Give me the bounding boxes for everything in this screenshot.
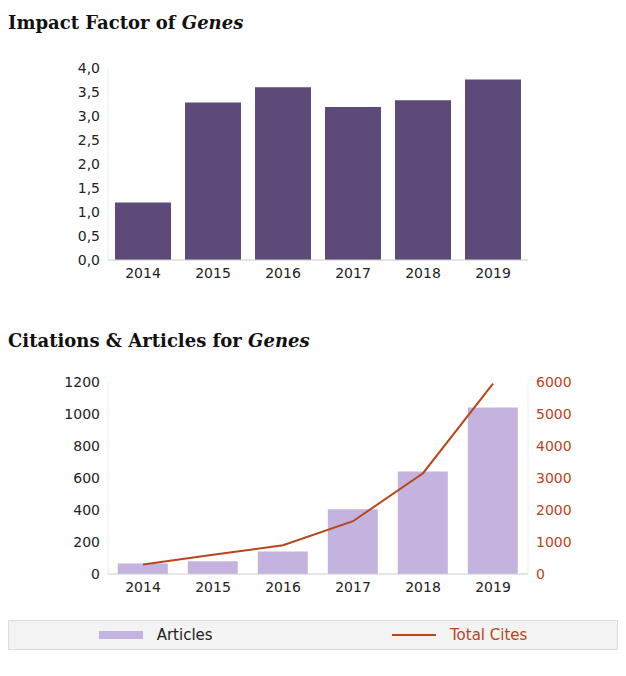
html-text:Total Cites: Total Cites	[450, 626, 528, 644]
svg-text:2018: 2018	[405, 265, 441, 281]
svg-text:2018: 2018	[405, 579, 441, 595]
svg-text:2000: 2000	[536, 502, 572, 518]
svg-text:2014: 2014	[125, 265, 161, 281]
svg-text:3,5: 3,5	[78, 84, 100, 100]
svg-text:2,5: 2,5	[78, 132, 100, 148]
svg-text:2019: 2019	[475, 265, 511, 281]
svg-text:2019: 2019	[475, 579, 511, 595]
html-text:Citations & Articles for Genes: Citations & Articles for Genes	[8, 330, 310, 351]
svg-text:4000: 4000	[536, 438, 572, 454]
svg-text:2,0: 2,0	[78, 156, 100, 172]
svg-text:2016: 2016	[265, 579, 301, 595]
svg-text:4,0: 4,0	[78, 60, 100, 76]
svg-text:600: 600	[73, 470, 100, 486]
svg-text:2014: 2014	[125, 579, 161, 595]
svg-text:2016: 2016	[265, 265, 301, 281]
svg-text:0: 0	[536, 566, 545, 582]
svg-text:5000: 5000	[536, 406, 572, 422]
svg-text:2015: 2015	[195, 579, 231, 595]
svg-text:1,5: 1,5	[78, 180, 100, 196]
svg-text:200: 200	[73, 534, 100, 550]
svg-text:3,0: 3,0	[78, 108, 100, 124]
svg-text:2017: 2017	[335, 265, 371, 281]
svg-text:800: 800	[73, 438, 100, 454]
svg-text:1000: 1000	[536, 534, 572, 550]
svg-text:400: 400	[73, 502, 100, 518]
svg-text:1000: 1000	[64, 406, 100, 422]
html-text:Impact Factor of Genes: Impact Factor of Genes	[8, 12, 244, 33]
svg-text:1,0: 1,0	[78, 204, 100, 220]
html-text:Articles: Articles	[156, 626, 213, 644]
svg-text:0,0: 0,0	[78, 252, 100, 268]
svg-text:2017: 2017	[335, 579, 371, 595]
svg-text:0: 0	[91, 566, 100, 582]
svg-text:1200: 1200	[64, 374, 100, 390]
svg-text:3000: 3000	[536, 470, 572, 486]
svg-text:0,5: 0,5	[78, 228, 100, 244]
svg-text:2015: 2015	[195, 265, 231, 281]
svg-text:6000: 6000	[536, 374, 572, 390]
